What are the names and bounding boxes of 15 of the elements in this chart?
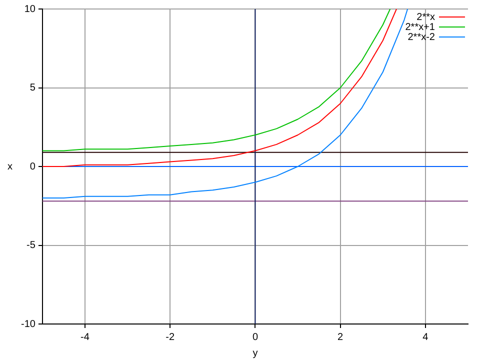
x-tick-label: 0 xyxy=(252,332,258,343)
y-tick-label: -5 xyxy=(26,240,36,251)
legend-label: 2**x+1 xyxy=(405,22,436,33)
legend-label: 2**x xyxy=(416,12,435,23)
legend-label: 2**x-2 xyxy=(408,32,436,43)
x-tick-label: -2 xyxy=(166,332,175,343)
x-tick-label: -4 xyxy=(80,332,90,343)
x-tick-label: 2 xyxy=(338,332,344,343)
x-tick-label: 4 xyxy=(422,332,429,343)
y-axis-title: x xyxy=(8,161,12,172)
y-tick-label: 5 xyxy=(30,82,36,94)
y-tick-label: -10 xyxy=(21,318,36,330)
y-tick-label: 10 xyxy=(24,4,36,15)
y-tick-label: 0 xyxy=(30,161,36,172)
x-axis-title: y xyxy=(252,348,258,359)
